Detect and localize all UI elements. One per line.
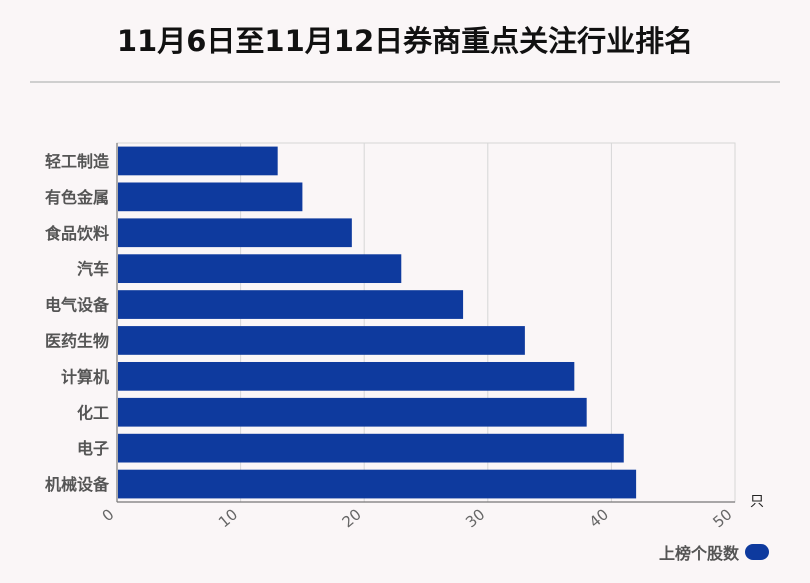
bar	[118, 326, 525, 355]
category-label: 电气设备	[45, 296, 110, 315]
x-tick-label: 50	[709, 505, 735, 531]
category-label: 有色金属	[45, 188, 109, 207]
legend: 上榜个股数	[659, 540, 769, 564]
bar	[118, 182, 303, 212]
category-label: 医药生物	[45, 331, 109, 350]
category-label: 化工	[77, 403, 109, 422]
category-label: 汽车	[77, 260, 109, 279]
bar	[118, 254, 402, 284]
chart-title: 11月6日至11月12日券商重点关注行业排名	[116, 24, 694, 58]
category-label: 轻工制造	[45, 152, 110, 171]
title-divider	[30, 81, 780, 83]
bar	[118, 146, 278, 176]
legend-swatch	[745, 544, 769, 560]
legend-label: 上榜个股数	[658, 544, 739, 563]
category-label: 机械设备	[45, 475, 110, 494]
x-tick-label: 40	[586, 505, 612, 531]
bar	[118, 361, 575, 391]
x-axis-unit: 只	[750, 494, 764, 510]
bar	[118, 433, 624, 463]
x-tick-label: 30	[462, 505, 488, 531]
bar	[118, 218, 352, 248]
bar	[118, 397, 587, 427]
bar	[118, 469, 637, 499]
x-tick-label: 0	[99, 505, 118, 525]
category-label: 计算机	[61, 367, 109, 386]
x-tick-label: 10	[215, 505, 241, 531]
x-tick-label: 20	[339, 505, 365, 531]
bar	[118, 290, 464, 319]
category-label: 电子	[77, 439, 109, 458]
category-label: 食品饮料	[44, 224, 109, 243]
